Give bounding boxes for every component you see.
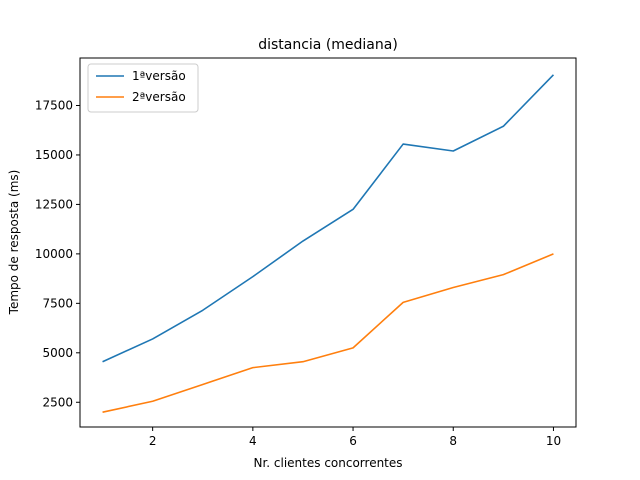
y-tick-label: 5000 (42, 346, 73, 360)
series-line-2 (102, 253, 554, 413)
y-tick-label: 10000 (35, 247, 73, 261)
plot-area (79, 57, 577, 428)
y-tick-label: 12500 (35, 197, 73, 211)
y-tick-label: 17500 (35, 98, 73, 112)
series-line-1 (102, 74, 555, 363)
legend: 1ªversão 2ªversão (87, 63, 199, 113)
legend-label-1: 1ªversão (132, 69, 186, 83)
chart-title: distancia (mediana) (258, 37, 398, 53)
x-axis-label: Nr. clientes concorrentes (253, 456, 402, 470)
y-axis-label: Tempo de resposta (ms) (7, 170, 21, 316)
legend-label-2: 2ªversão (132, 90, 186, 104)
y-tick-label: 2500 (42, 395, 73, 409)
y-axis: 2500 5000 7500 10000 12500 15000 17500 (35, 98, 80, 409)
x-tick-label: 4 (249, 434, 257, 448)
y-tick-label: 15000 (35, 148, 73, 162)
series-layer (102, 74, 555, 413)
x-tick-label: 10 (546, 434, 561, 448)
plot-frame (79, 57, 577, 428)
x-axis: 2 4 6 8 10 (149, 427, 561, 448)
x-tick-label: 2 (149, 434, 157, 448)
x-tick-label: 6 (349, 434, 357, 448)
x-tick-label: 8 (449, 434, 457, 448)
y-tick-label: 7500 (42, 296, 73, 310)
